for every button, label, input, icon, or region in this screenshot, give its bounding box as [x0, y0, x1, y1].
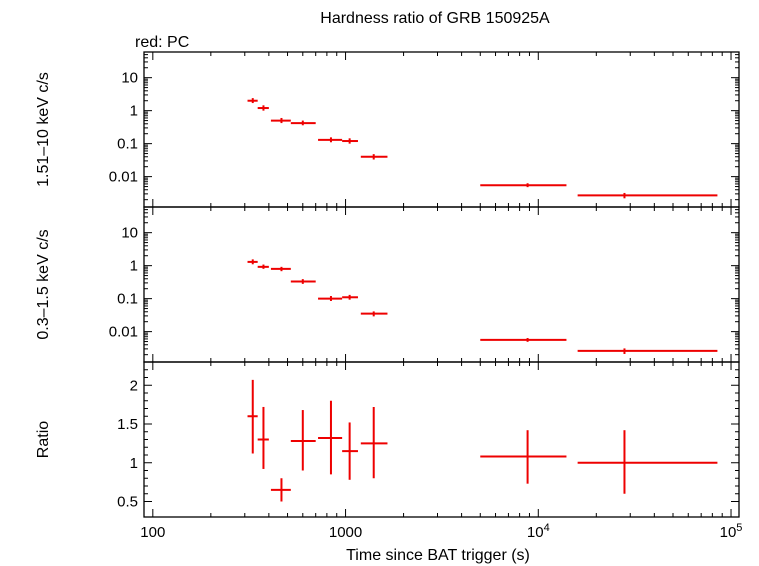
- y-axis-label: Ratio: [35, 421, 52, 458]
- data-point: [290, 410, 316, 471]
- data-point: [247, 379, 258, 454]
- data-point: [577, 348, 718, 354]
- x-tick-label: 100: [140, 524, 165, 541]
- data-point: [318, 400, 343, 475]
- x-tick-label: 105: [720, 522, 743, 541]
- x-tick-label: 1000: [329, 524, 362, 541]
- data-point: [257, 264, 269, 269]
- panel-frame: [143, 51, 740, 208]
- data-point: [318, 296, 343, 301]
- y-tick-label: 10: [121, 70, 138, 87]
- data-point: [342, 138, 358, 144]
- y-tick-label: 1.5: [117, 416, 138, 433]
- panel-frame: [143, 206, 740, 363]
- panel-frame: [143, 361, 740, 518]
- x-tick-label: 104: [527, 522, 550, 541]
- data-point: [342, 294, 358, 300]
- data-point: [360, 154, 388, 160]
- y-tick-label: 2: [130, 377, 138, 394]
- legend-label: red: PC: [135, 34, 189, 51]
- chart-title: Hardness ratio of GRB 150925A: [320, 10, 550, 27]
- panel-2: 10 1 0.1 0.01 0.3–1.5 keV c/s: [35, 206, 740, 363]
- y-axis-label: 0.3–1.5 keV c/s: [35, 229, 52, 339]
- data-point: [247, 259, 258, 265]
- y-tick-label: 0.01: [109, 169, 138, 186]
- data-point: [577, 192, 718, 199]
- y-axis-label: 1.51–10 keV c/s: [35, 72, 52, 187]
- data-point: [480, 183, 567, 188]
- data-point: [270, 266, 291, 272]
- y-tick-label: 0.5: [117, 494, 138, 511]
- panel-1: 10 1 0.1 0.01 1.51–10 keV c/s: [35, 51, 740, 208]
- data-point: [480, 338, 567, 342]
- data-point: [360, 311, 388, 317]
- y-tick-label: 1: [130, 258, 138, 275]
- y-tick-label: 1: [130, 103, 138, 120]
- panel-3: 2 1.5 1 0.5 Ratio: [35, 361, 740, 518]
- data-point: [290, 120, 316, 126]
- data-point: [342, 422, 358, 480]
- y-tick-label: 0.01: [109, 324, 138, 341]
- data-point: [270, 478, 291, 502]
- data-point: [290, 279, 316, 284]
- data-point: [257, 105, 269, 111]
- y-tick-label: 0.1: [117, 291, 138, 308]
- data-point: [257, 406, 269, 469]
- data-point: [480, 430, 567, 484]
- data-point: [360, 406, 388, 479]
- data-point: [270, 117, 291, 124]
- y-tick-label: 0.1: [117, 136, 138, 153]
- data-point: [577, 430, 718, 494]
- x-axis-label: Time since BAT trigger (s): [346, 547, 530, 564]
- chart-panels: 10 1 0.1 0.01 1.51–10 keV c/s 10 1 0.1 0.01 0.3–1…: [35, 51, 743, 541]
- data-point: [318, 137, 343, 143]
- data-point: [247, 98, 258, 104]
- y-tick-label: 10: [121, 225, 138, 242]
- y-tick-label: 1: [130, 455, 138, 472]
